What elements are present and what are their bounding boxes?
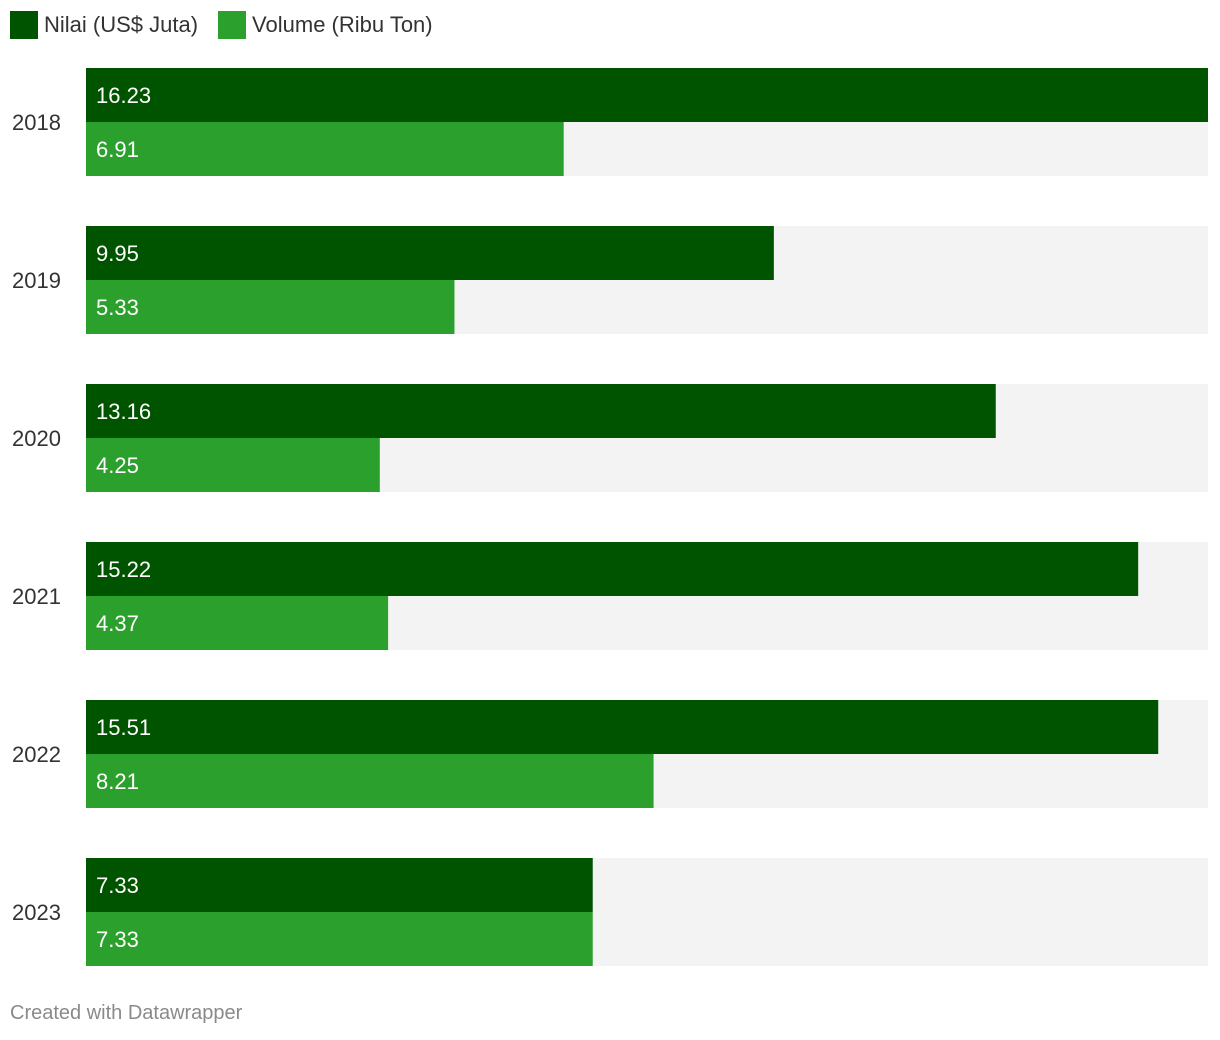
bar-group-2023: 2023 7.33 7.33: [12, 858, 1208, 966]
bar-group-2019: 2019 9.95 5.33: [12, 226, 1208, 334]
category-label-2020: 2020: [12, 426, 61, 451]
bar-volume-2023: [86, 912, 593, 966]
value-label-volume-2018: 6.91: [96, 137, 139, 162]
value-label-volume-2019: 5.33: [96, 295, 139, 320]
bar-volume-2020: [86, 438, 380, 492]
legend-swatch-volume: [218, 11, 247, 39]
bar-group-2022: 2022 15.51 8.21: [12, 700, 1208, 808]
legend: Nilai (US$ Juta) Volume (Ribu Ton): [10, 10, 453, 40]
bar-nilai-2019: [86, 226, 774, 280]
category-label-2018: 2018: [12, 110, 61, 135]
value-label-nilai-2022: 15.51: [96, 715, 151, 740]
bar-nilai-2022: [86, 700, 1159, 754]
bar-nilai-2021: [86, 542, 1139, 596]
legend-label-volume: Volume (Ribu Ton): [252, 12, 433, 37]
legend-item-nilai: Nilai (US$ Juta): [10, 11, 198, 39]
category-label-2023: 2023: [12, 900, 61, 925]
legend-label-nilai: Nilai (US$ Juta): [44, 12, 199, 37]
bar-group-2020: 2020 13.16 4.25: [12, 384, 1208, 492]
bar-nilai-2018: [86, 68, 1208, 122]
value-label-nilai-2023: 7.33: [96, 873, 139, 898]
value-label-nilai-2019: 9.95: [96, 241, 139, 266]
bar-chart: 201816.236.9120199.955.33202013.164.2520…: [12, 68, 1208, 966]
value-label-nilai-2021: 15.22: [96, 557, 151, 582]
value-label-nilai-2018: 16.23: [96, 83, 151, 108]
value-label-volume-2022: 8.21: [96, 769, 139, 794]
value-label-volume-2023: 7.33: [96, 927, 139, 952]
value-label-volume-2021: 4.37: [96, 611, 139, 636]
category-label-2019: 2019: [12, 268, 61, 293]
legend-item-volume: Volume (Ribu Ton): [218, 11, 433, 39]
bar-volume-2018: [86, 122, 564, 176]
bar-nilai-2023: [86, 858, 593, 912]
value-label-nilai-2020: 13.16: [96, 399, 151, 424]
bar-group-2018: 2018 16.23 6.91: [12, 68, 1208, 176]
bar-group-2021: 2021 15.22 4.37: [12, 542, 1208, 650]
bar-volume-2019: [86, 280, 455, 334]
footer-credit: Created with Datawrapper: [10, 1002, 243, 1024]
legend-swatch-nilai: [10, 11, 38, 39]
category-label-2021: 2021: [12, 584, 61, 609]
bar-volume-2022: [86, 754, 654, 808]
bar-nilai-2020: [86, 384, 996, 438]
value-label-volume-2020: 4.25: [96, 453, 139, 478]
bar-volume-2021: [86, 596, 389, 650]
category-label-2022: 2022: [12, 742, 61, 767]
